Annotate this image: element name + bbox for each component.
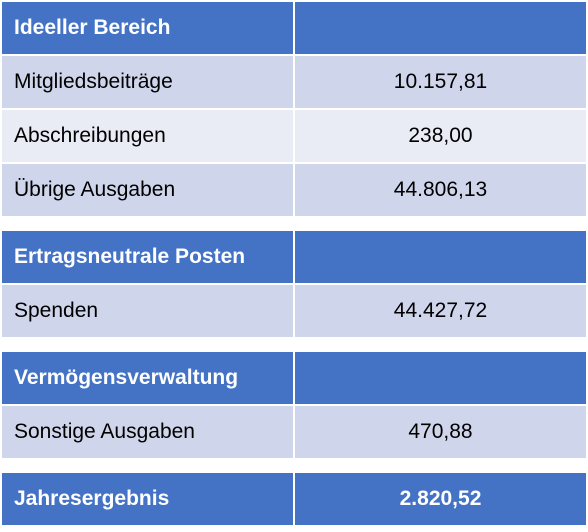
section-header-empty-cell bbox=[295, 352, 586, 404]
row-label: Spenden bbox=[2, 285, 293, 337]
section-title: Ertragsneutrale Posten bbox=[2, 231, 293, 283]
section-header-empty-cell bbox=[295, 231, 586, 283]
row-label: Abschreibungen bbox=[2, 110, 293, 162]
section-title: Ideeller Bereich bbox=[2, 2, 293, 54]
table-row: Sonstige Ausgaben 470,88 bbox=[2, 406, 586, 458]
section-header-ertragsneutrale-posten: Ertragsneutrale Posten bbox=[2, 231, 586, 283]
section-header-empty-cell bbox=[295, 2, 586, 54]
row-value: 10.157,81 bbox=[295, 56, 586, 108]
section-spacer bbox=[2, 339, 586, 352]
row-value: 44.806,13 bbox=[295, 164, 586, 216]
section-spacer bbox=[2, 460, 586, 473]
row-label: Sonstige Ausgaben bbox=[2, 406, 293, 458]
row-label: Mitgliedsbeiträge bbox=[2, 56, 293, 108]
result-row: Jahresergebnis 2.820,52 bbox=[2, 473, 586, 525]
result-value: 2.820,52 bbox=[295, 473, 586, 525]
section-spacer bbox=[2, 218, 586, 231]
result-label: Jahresergebnis bbox=[2, 473, 293, 525]
table-row: Mitgliedsbeiträge 10.157,81 bbox=[2, 56, 586, 108]
section-title: Vermögensverwaltung bbox=[2, 352, 293, 404]
row-value: 238,00 bbox=[295, 110, 586, 162]
table-row: Abschreibungen 238,00 bbox=[2, 110, 586, 162]
row-value: 470,88 bbox=[295, 406, 586, 458]
row-value: 44.427,72 bbox=[295, 285, 586, 337]
table-row: Spenden 44.427,72 bbox=[2, 285, 586, 337]
row-label: Übrige Ausgaben bbox=[2, 164, 293, 216]
section-header-vermoegensverwaltung: Vermögensverwaltung bbox=[2, 352, 586, 404]
table-row: Übrige Ausgaben 44.806,13 bbox=[2, 164, 586, 216]
section-header-ideeller-bereich: Ideeller Bereich bbox=[2, 2, 586, 54]
